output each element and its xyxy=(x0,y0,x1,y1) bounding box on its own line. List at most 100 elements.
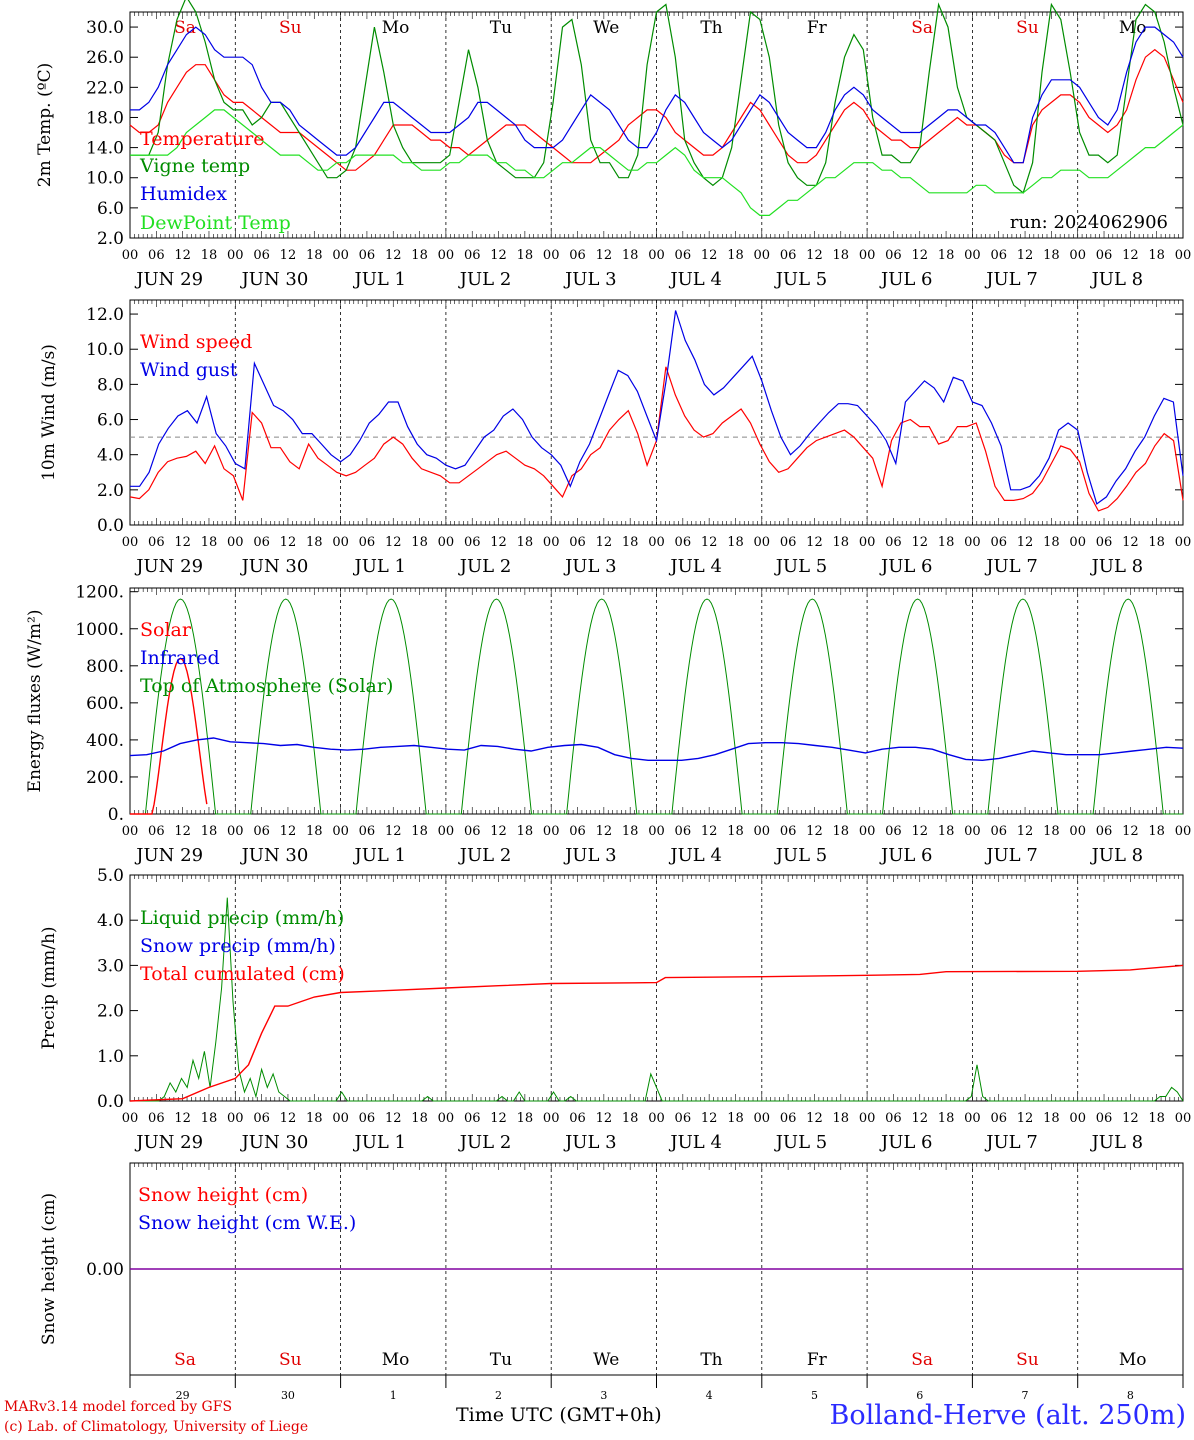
weekday-label: Th xyxy=(700,1350,722,1370)
x-tick-label: 18 xyxy=(938,248,955,263)
x-date-label: JUL 6 xyxy=(879,845,933,866)
x-tick-label: 18 xyxy=(306,1111,323,1126)
weekday-label: Th xyxy=(700,18,722,38)
x-tick-label: 12 xyxy=(1122,824,1139,839)
x-tick-label: 06 xyxy=(990,824,1007,839)
x-axis-title: Time UTC (GMT+0h) xyxy=(456,1404,662,1426)
x-tick-label: 00 xyxy=(1175,1111,1192,1126)
x-tick-label: 06 xyxy=(780,535,797,550)
weekday-label: Su xyxy=(1016,1350,1039,1370)
x-tick-label: 18 xyxy=(727,824,744,839)
x-tick-label: 12 xyxy=(806,1111,823,1126)
y-tick-label: 2.0 xyxy=(97,1002,124,1022)
x-tick-label: 18 xyxy=(727,248,744,263)
x-date-label: JUL 7 xyxy=(984,269,1038,290)
x-tick-label: 18 xyxy=(1148,824,1165,839)
x-tick-label: 12 xyxy=(280,248,297,263)
legend-label: Infrared xyxy=(140,647,220,669)
x-date-label: JUL 2 xyxy=(458,556,512,577)
x-tick-label: 12 xyxy=(490,535,507,550)
y-tick-label: 5.0 xyxy=(97,866,124,886)
x-date-label: JUL 8 xyxy=(1090,845,1144,866)
x-tick-label: 06 xyxy=(780,1111,797,1126)
x-tick-label: 12 xyxy=(174,248,191,263)
x-tick-label: 06 xyxy=(253,1111,270,1126)
x-tick-label: 12 xyxy=(1017,1111,1034,1126)
y-tick-label: 1000. xyxy=(75,620,124,640)
series-line-humidex xyxy=(130,26,1184,164)
x-tick-label: 06 xyxy=(990,1111,1007,1126)
x-tick-label: 06 xyxy=(885,824,902,839)
y-tick-label: 18.0 xyxy=(86,108,124,128)
model-credit: MARv3.14 model forced by GFS (c) Lab. of… xyxy=(4,1397,308,1437)
x-tick-label: 18 xyxy=(727,535,744,550)
y-tick-label: 0.0 xyxy=(97,1092,124,1112)
weekday-label: Tu xyxy=(490,1350,512,1370)
day-number-label: 7 xyxy=(1022,1389,1029,1402)
y-tick-label: 6.0 xyxy=(97,199,124,219)
x-tick-label: 18 xyxy=(727,1111,744,1126)
x-tick-label: 06 xyxy=(464,824,481,839)
x-tick-label: 06 xyxy=(675,1111,692,1126)
x-tick-label: 18 xyxy=(201,1111,218,1126)
x-tick-label: 12 xyxy=(806,535,823,550)
series-line-total-cumulated xyxy=(129,964,1184,1102)
y-tick-label: 1.0 xyxy=(97,1047,124,1067)
x-tick-label: 06 xyxy=(675,248,692,263)
y-tick-label: 800. xyxy=(86,657,124,677)
weekday-label: Sa xyxy=(174,18,196,38)
x-tick-label: 00 xyxy=(648,248,665,263)
x-date-label: JUL 1 xyxy=(352,1132,406,1153)
x-tick-label: 12 xyxy=(596,1111,613,1126)
legend-label: Snow height (cm W.E.) xyxy=(138,1212,356,1234)
day-number-label: 6 xyxy=(916,1389,923,1402)
x-tick-label: 18 xyxy=(1148,1111,1165,1126)
x-tick-label: 18 xyxy=(833,824,850,839)
y-tick-label: 10.0 xyxy=(86,169,124,189)
x-tick-label: 06 xyxy=(464,1111,481,1126)
x-tick-label: 00 xyxy=(332,535,349,550)
credit-line-2: (c) Lab. of Climatology, University of L… xyxy=(4,1419,309,1435)
x-tick-label: 18 xyxy=(517,1111,534,1126)
x-tick-label: 18 xyxy=(1043,824,1060,839)
x-date-label: JUN 29 xyxy=(134,845,203,866)
x-tick-label: 12 xyxy=(385,535,402,550)
x-date-label: JUL 2 xyxy=(458,845,512,866)
x-tick-label: 06 xyxy=(780,824,797,839)
x-date-label: JUL 3 xyxy=(563,1132,617,1153)
x-date-label: JUL 5 xyxy=(774,269,828,290)
x-tick-label: 06 xyxy=(780,248,797,263)
weekday-label: We xyxy=(593,1350,619,1370)
x-tick-label: 00 xyxy=(964,535,981,550)
x-tick-label: 12 xyxy=(596,824,613,839)
x-tick-label: 06 xyxy=(569,824,586,839)
x-date-label: JUN 30 xyxy=(240,845,309,866)
x-tick-label: 18 xyxy=(938,1111,955,1126)
x-date-label: JUL 2 xyxy=(458,1132,512,1153)
y-tick-label: 600. xyxy=(86,694,124,714)
x-tick-label: 06 xyxy=(253,824,270,839)
x-tick-label: 00 xyxy=(859,248,876,263)
y-tick-label: 6.0 xyxy=(97,411,124,431)
x-tick-label: 00 xyxy=(1069,1111,1086,1126)
x-tick-label: 06 xyxy=(569,1111,586,1126)
y-tick-label: 10.0 xyxy=(86,340,124,360)
x-tick-label: 06 xyxy=(359,824,376,839)
weekday-label: Tu xyxy=(490,18,512,38)
series-line-vigne-temp xyxy=(130,0,1184,194)
x-tick-label: 12 xyxy=(490,248,507,263)
legend-label: Snow precip (mm/h) xyxy=(140,935,336,957)
x-tick-label: 06 xyxy=(885,248,902,263)
y-axis-title: Energy fluxes (W/m²) xyxy=(25,610,45,793)
x-tick-label: 00 xyxy=(1175,248,1192,263)
x-date-label: JUL 1 xyxy=(352,556,406,577)
x-date-label: JUN 29 xyxy=(134,1132,203,1153)
x-tick-label: 12 xyxy=(385,824,402,839)
x-tick-label: 06 xyxy=(990,535,1007,550)
x-tick-label: 12 xyxy=(385,248,402,263)
x-tick-label: 12 xyxy=(174,1111,191,1126)
x-date-label: JUL 3 xyxy=(563,845,617,866)
weekday-label: Sa xyxy=(911,18,933,38)
x-tick-label: 12 xyxy=(1017,824,1034,839)
